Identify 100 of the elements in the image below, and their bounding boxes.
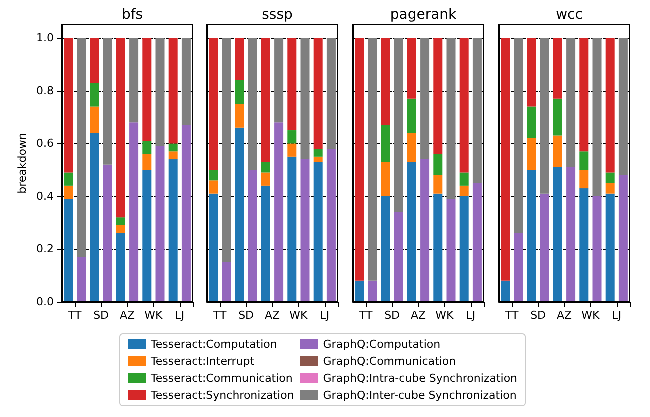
bar (235, 128, 244, 302)
bar (553, 38, 562, 99)
bar (261, 172, 270, 186)
bar (182, 125, 191, 302)
bar (90, 83, 100, 107)
bar (527, 38, 536, 107)
y-tick-label: 0.6 (36, 137, 54, 150)
bar (64, 172, 74, 186)
x-tick-label: WK (144, 309, 164, 322)
bar (460, 38, 469, 173)
bar (182, 38, 191, 126)
x-tick-label: AZ (264, 309, 280, 322)
bar (142, 170, 152, 302)
bar (355, 280, 364, 302)
bar (606, 183, 615, 194)
y-axis-title: breakdown (16, 133, 29, 194)
legend-label: Tesseract:Synchronization (150, 389, 294, 402)
x-tick-label: AZ (410, 309, 426, 322)
bar (527, 170, 536, 302)
bar (130, 122, 139, 302)
bar (288, 156, 297, 302)
bar (446, 38, 456, 200)
y-tick-label: 0.0 (36, 296, 54, 308)
bar (580, 38, 589, 152)
bar (103, 38, 112, 165)
bar (103, 164, 112, 302)
bar (381, 196, 390, 302)
bar (261, 162, 270, 173)
bar (314, 148, 323, 157)
bar (580, 170, 589, 189)
bar (314, 162, 323, 302)
bar (368, 38, 378, 281)
bar (514, 38, 524, 234)
bar (248, 170, 258, 302)
bar (527, 106, 536, 138)
legend-label: GraphQ:Inter-cube Synchronization (323, 389, 517, 402)
bar (314, 38, 323, 149)
bar (261, 186, 270, 302)
bar (407, 98, 416, 134)
bar (540, 38, 550, 194)
bar (288, 130, 297, 144)
chart-title: wcc (556, 7, 583, 23)
bar (381, 162, 390, 196)
bar (434, 38, 443, 154)
bar (472, 183, 482, 302)
x-tick-label: SD (238, 309, 254, 322)
chart-title: sssp (262, 7, 293, 23)
bar (300, 38, 310, 160)
legend-label: Tesseract:Computation (150, 338, 278, 351)
bar (274, 122, 284, 302)
bar (618, 38, 628, 176)
bar (606, 38, 615, 173)
bar (116, 218, 126, 226)
bar (222, 38, 232, 262)
x-tick-label: LJ (320, 309, 330, 322)
x-tick-label: TT (504, 309, 519, 322)
bar (553, 136, 562, 168)
bar (592, 38, 602, 196)
bar (235, 38, 244, 80)
bar (580, 152, 589, 170)
bar (460, 172, 469, 186)
bar (553, 98, 562, 136)
bar (326, 38, 336, 149)
legend-label: GraphQ:Intra-cube Synchronization (323, 372, 518, 385)
bar (116, 233, 126, 302)
x-tick-label: AZ (556, 309, 572, 322)
bar (90, 38, 100, 84)
y-tick-label: 0.8 (36, 84, 54, 98)
bar (90, 133, 100, 302)
bar (248, 38, 258, 170)
x-tick-label: WK (582, 309, 601, 322)
bar (527, 138, 536, 170)
bar (222, 262, 232, 302)
bar (381, 125, 390, 162)
bar (420, 160, 430, 302)
bar (407, 133, 416, 162)
bar (394, 212, 404, 302)
x-tick-label: AZ (120, 309, 136, 322)
bar (130, 38, 139, 123)
bar (156, 38, 165, 146)
bar (501, 38, 510, 281)
bar (606, 172, 615, 184)
bar (566, 38, 576, 168)
bar (540, 194, 550, 302)
bar (592, 196, 602, 302)
bar (64, 186, 74, 200)
x-tick-label: LJ (612, 309, 622, 322)
bar (168, 160, 178, 302)
bar (472, 38, 482, 184)
legend-label: GraphQ:Computation (323, 338, 441, 351)
bar (156, 146, 165, 302)
bar (261, 38, 270, 162)
x-tick-label: TT (67, 309, 82, 322)
bar (580, 188, 589, 302)
bar (368, 280, 378, 302)
x-tick-label: SD (384, 309, 400, 322)
x-tick-label: WK (436, 309, 455, 322)
bar (446, 199, 456, 302)
bar (288, 144, 297, 157)
bar (407, 38, 416, 99)
